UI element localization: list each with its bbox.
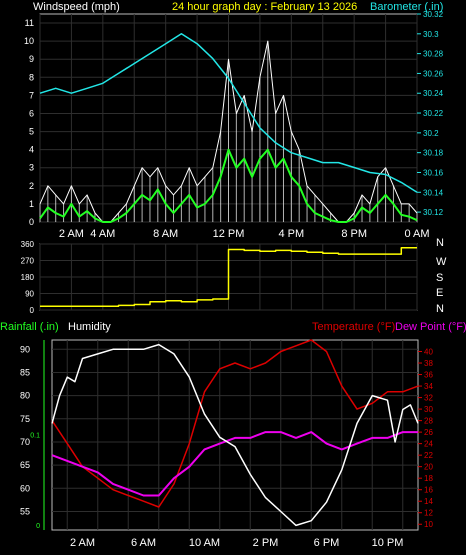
wind-tick-label: 7 bbox=[29, 90, 34, 100]
humidity-tick-label: 75 bbox=[20, 414, 30, 424]
dewpoint-line bbox=[51, 431, 418, 497]
barometer-tick-label: 30.3 bbox=[423, 30, 439, 39]
humidity-axis-title: Humidity bbox=[68, 321, 111, 333]
wind-average-line bbox=[39, 148, 418, 223]
wind-tick-label: 3 bbox=[29, 163, 34, 173]
rainfall-tick-label: 0.1 bbox=[30, 432, 40, 439]
rainfall-tick-label: 0 bbox=[36, 523, 40, 530]
compass-label: N bbox=[436, 237, 444, 249]
barometer-tick-label: 30.28 bbox=[423, 50, 444, 59]
barometer-tick-label: 30.18 bbox=[423, 149, 444, 158]
direction-tick-label: 270 bbox=[21, 257, 35, 266]
x-tick-label: 4 PM bbox=[278, 228, 304, 240]
barometer-axis-title: Barometer (.in) bbox=[370, 1, 443, 13]
humidity-tick-label: 80 bbox=[20, 391, 30, 401]
direction-tick-label: 90 bbox=[25, 290, 34, 299]
wind-tick-label: 4 bbox=[29, 145, 34, 155]
wind-direction-line bbox=[40, 246, 417, 308]
x-tick-label: 2 AM bbox=[70, 537, 95, 549]
temperature-tick-label: 20 bbox=[424, 463, 433, 472]
temperature-tick-label: 16 bbox=[424, 486, 433, 495]
humidity-temperature-panel: 55 60 65 70 75 80 85 90 10 12 14 16 18 20 22 24 26 28 30 32… bbox=[20, 339, 433, 549]
wind-tick-label: 11 bbox=[25, 18, 34, 28]
humidity-line bbox=[51, 343, 419, 527]
temperature-tick-label: 28 bbox=[424, 417, 433, 426]
wind-tick-label: 0 bbox=[29, 217, 34, 227]
wind-tick-label: 8 bbox=[29, 72, 34, 82]
humidity-tick-label: 70 bbox=[20, 437, 30, 447]
x-tick-label: 10 PM bbox=[372, 537, 404, 549]
direction-tick-label: 180 bbox=[21, 273, 35, 282]
barometer-tick-label: 30.12 bbox=[423, 208, 444, 217]
temperature-line bbox=[51, 339, 419, 508]
chart-title: 24 hour graph day : February 13 2026 bbox=[172, 1, 357, 13]
x-tick-label: 6 AM bbox=[131, 537, 156, 549]
temperature-tick-label: 18 bbox=[424, 474, 433, 483]
temperature-tick-label: 24 bbox=[424, 440, 433, 449]
humidity-tick-label: 90 bbox=[20, 344, 30, 354]
windspeed-axis-title: Windspeed (mph) bbox=[33, 1, 120, 13]
wind-tick-label: 6 bbox=[29, 108, 34, 118]
rainfall-axis-title: Rainfall (.in) bbox=[0, 321, 59, 333]
temperature-tick-label: 22 bbox=[424, 451, 433, 460]
wind-tick-label: 2 bbox=[29, 181, 34, 191]
wind-tick-label: 10 bbox=[24, 36, 34, 46]
x-tick-label: 8 PM bbox=[341, 228, 367, 240]
humidity-tick-label: 65 bbox=[20, 460, 30, 470]
direction-tick-label: 0 bbox=[30, 306, 35, 315]
x-tick-label: 4 AM bbox=[90, 228, 115, 240]
compass-label: W bbox=[436, 256, 447, 268]
wind-tick-label: 5 bbox=[29, 127, 34, 137]
humidity-tick-label: 55 bbox=[20, 506, 30, 516]
temperature-tick-label: 10 bbox=[424, 520, 433, 529]
temperature-tick-label: 12 bbox=[424, 509, 433, 518]
wind-barometer-panel: 0 1 2 3 4 5 6 7 8 9 10 11 30.12 30.14 30.16 30.18 30.2 30… bbox=[24, 10, 444, 240]
x-tick-label: 12 PM bbox=[213, 228, 245, 240]
humidity-plot-area bbox=[51, 339, 419, 531]
barometer-tick-label: 30.22 bbox=[423, 109, 444, 118]
barometer-tick-label: 30.32 bbox=[423, 10, 444, 19]
temperature-tick-label: 38 bbox=[424, 359, 433, 368]
x-tick-label: 2 PM bbox=[253, 537, 279, 549]
temperature-tick-label: 32 bbox=[424, 394, 433, 403]
temperature-tick-label: 26 bbox=[424, 428, 433, 437]
x-tick-label: 0 AM bbox=[404, 228, 429, 240]
temperature-tick-label: 14 bbox=[424, 497, 433, 506]
barometer-tick-label: 30.24 bbox=[423, 89, 444, 98]
x-tick-label: 2 AM bbox=[59, 228, 84, 240]
barometer-tick-label: 30.14 bbox=[423, 188, 444, 197]
direction-tick-label: 360 bbox=[21, 240, 35, 249]
x-tick-label: 10 AM bbox=[189, 537, 220, 549]
wind-tick-label: 9 bbox=[29, 54, 34, 64]
barometer-line bbox=[39, 33, 418, 193]
barometer-tick-label: 30.16 bbox=[423, 168, 444, 177]
compass-label: E bbox=[436, 287, 443, 299]
barometer-tick-label: 30.2 bbox=[423, 129, 439, 138]
barometer-tick-label: 30.26 bbox=[423, 69, 444, 78]
wind-tick-label: 1 bbox=[29, 199, 34, 209]
compass-label: S bbox=[436, 272, 443, 284]
compass-label: N bbox=[436, 303, 444, 315]
x-tick-label: 8 AM bbox=[153, 228, 178, 240]
temperature-axis-title: Temperature (°F) bbox=[312, 321, 395, 333]
temperature-tick-label: 30 bbox=[424, 405, 433, 414]
dewpoint-axis-title: Dew Point (°F) bbox=[395, 321, 466, 333]
temperature-tick-label: 40 bbox=[424, 348, 433, 357]
temperature-tick-label: 36 bbox=[424, 371, 433, 380]
temperature-tick-label: 34 bbox=[424, 382, 433, 391]
humidity-tick-label: 60 bbox=[20, 483, 30, 493]
humidity-tick-label: 85 bbox=[20, 367, 30, 377]
x-tick-label: 6 PM bbox=[314, 537, 340, 549]
